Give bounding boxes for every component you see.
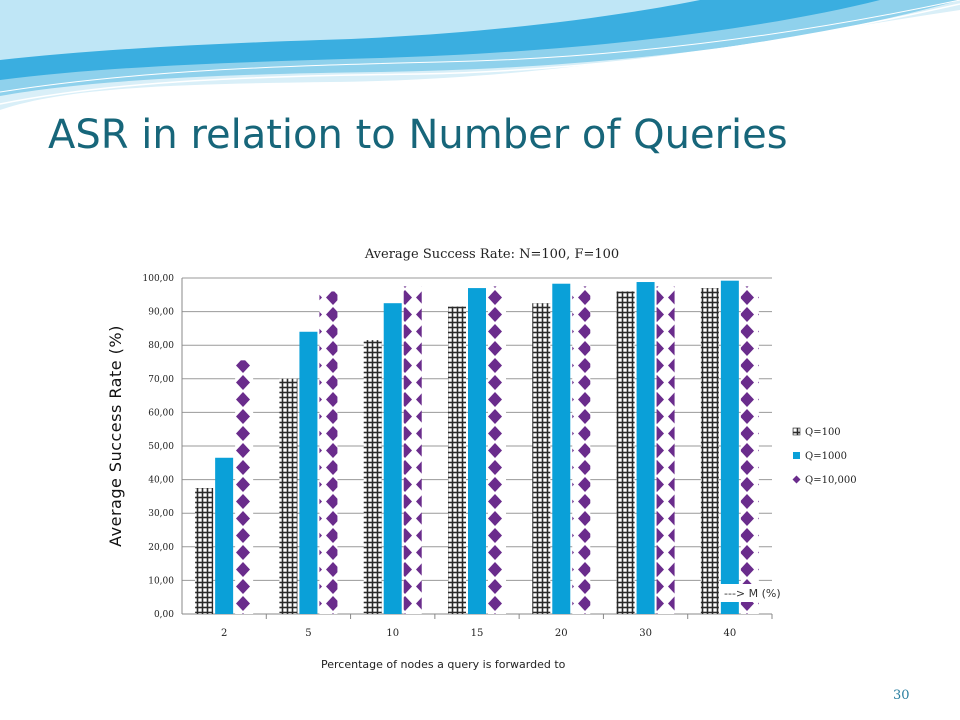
y-tick-label: 30,00	[148, 509, 174, 519]
y-tick-label: 50,00	[148, 442, 174, 452]
chart-title: Average Success Rate: N=100, F=100	[364, 247, 619, 262]
y-tick-label: 40,00	[148, 476, 174, 486]
bar-q1000-30	[636, 282, 655, 614]
wave-line-1	[0, 3, 960, 105]
bar-q1000-5	[299, 331, 318, 614]
x-axis-label: Percentage of nodes a query is forwarded…	[321, 658, 566, 671]
y-tick-label: 0,00	[154, 610, 174, 620]
y-tick-label: 80,00	[148, 341, 174, 351]
x-tick-label: 30	[639, 628, 652, 639]
x-tick-label: 20	[555, 628, 568, 639]
bar-q10000-15	[488, 286, 506, 614]
bar-q10000-30	[656, 286, 675, 614]
bar-q1000-15	[468, 288, 486, 614]
bar-q100-5	[279, 378, 298, 614]
x-tick-label: 15	[471, 628, 484, 639]
bar-q10000-10	[403, 286, 422, 614]
legend-swatch-q100	[792, 427, 801, 436]
decorative-wave-banner	[0, 0, 960, 110]
y-axis-label: Average Success Rate (%)	[106, 325, 125, 547]
bar-q100-30	[616, 291, 635, 614]
bar-q1000-20	[552, 283, 571, 614]
bar-q100-2	[195, 488, 214, 614]
x-tick-label: 10	[386, 628, 399, 639]
bar-q100-15	[448, 306, 466, 614]
bar-q100-20	[532, 303, 551, 614]
bar-q10000-40	[740, 286, 759, 614]
bar-q10000-20	[572, 286, 591, 614]
legend-swatch-q1000	[793, 452, 800, 459]
legend-label-q1000: Q=1000	[805, 451, 847, 462]
bar-q1000-40	[720, 280, 739, 614]
slide-title: ASR in relation to Number of Queries	[48, 112, 788, 158]
y-tick-label: 90,00	[148, 308, 174, 318]
y-tick-label: 20,00	[148, 543, 174, 553]
x-axis-label-box	[312, 648, 664, 682]
y-tick-label: 100,00	[143, 274, 175, 284]
legend-label-q100: Q=100	[805, 427, 841, 438]
bar-q1000-10	[383, 303, 402, 614]
page-number: 30	[893, 688, 910, 703]
note-box	[720, 584, 786, 602]
legend: Q=100 Q=1000 Q=10,000	[792, 427, 857, 486]
bar-q100-40	[700, 288, 719, 614]
x-tick-label: 2	[221, 628, 227, 639]
x-axis-ticks: 2 5 10 15 20 30 40	[221, 614, 773, 639]
bar-q100-10	[363, 340, 382, 614]
bar-q1000-2	[215, 457, 234, 614]
bar-q10000-2	[235, 360, 254, 614]
y-tick-label: 70,00	[148, 375, 174, 385]
x-tick-label: 40	[723, 628, 736, 639]
m-percent-note: ---> M (%)	[724, 587, 781, 600]
y-axis-label-box	[88, 278, 132, 594]
legend-swatch-q10000	[792, 475, 801, 484]
x-tick-label: 5	[305, 628, 311, 639]
bars	[195, 280, 759, 614]
y-tick-label: 10,00	[148, 576, 174, 586]
bar-q10000-5	[319, 291, 338, 614]
legend-label-q10000: Q=10,000	[805, 475, 857, 486]
wave-top-band	[0, 0, 700, 60]
y-tick-label: 60,00	[148, 408, 174, 418]
wave-line-2	[0, 0, 960, 93]
y-axis-ticks: 0,00 10,00 20,00 30,00 40,00 50,00 60,00 70,00 8…	[143, 274, 175, 620]
